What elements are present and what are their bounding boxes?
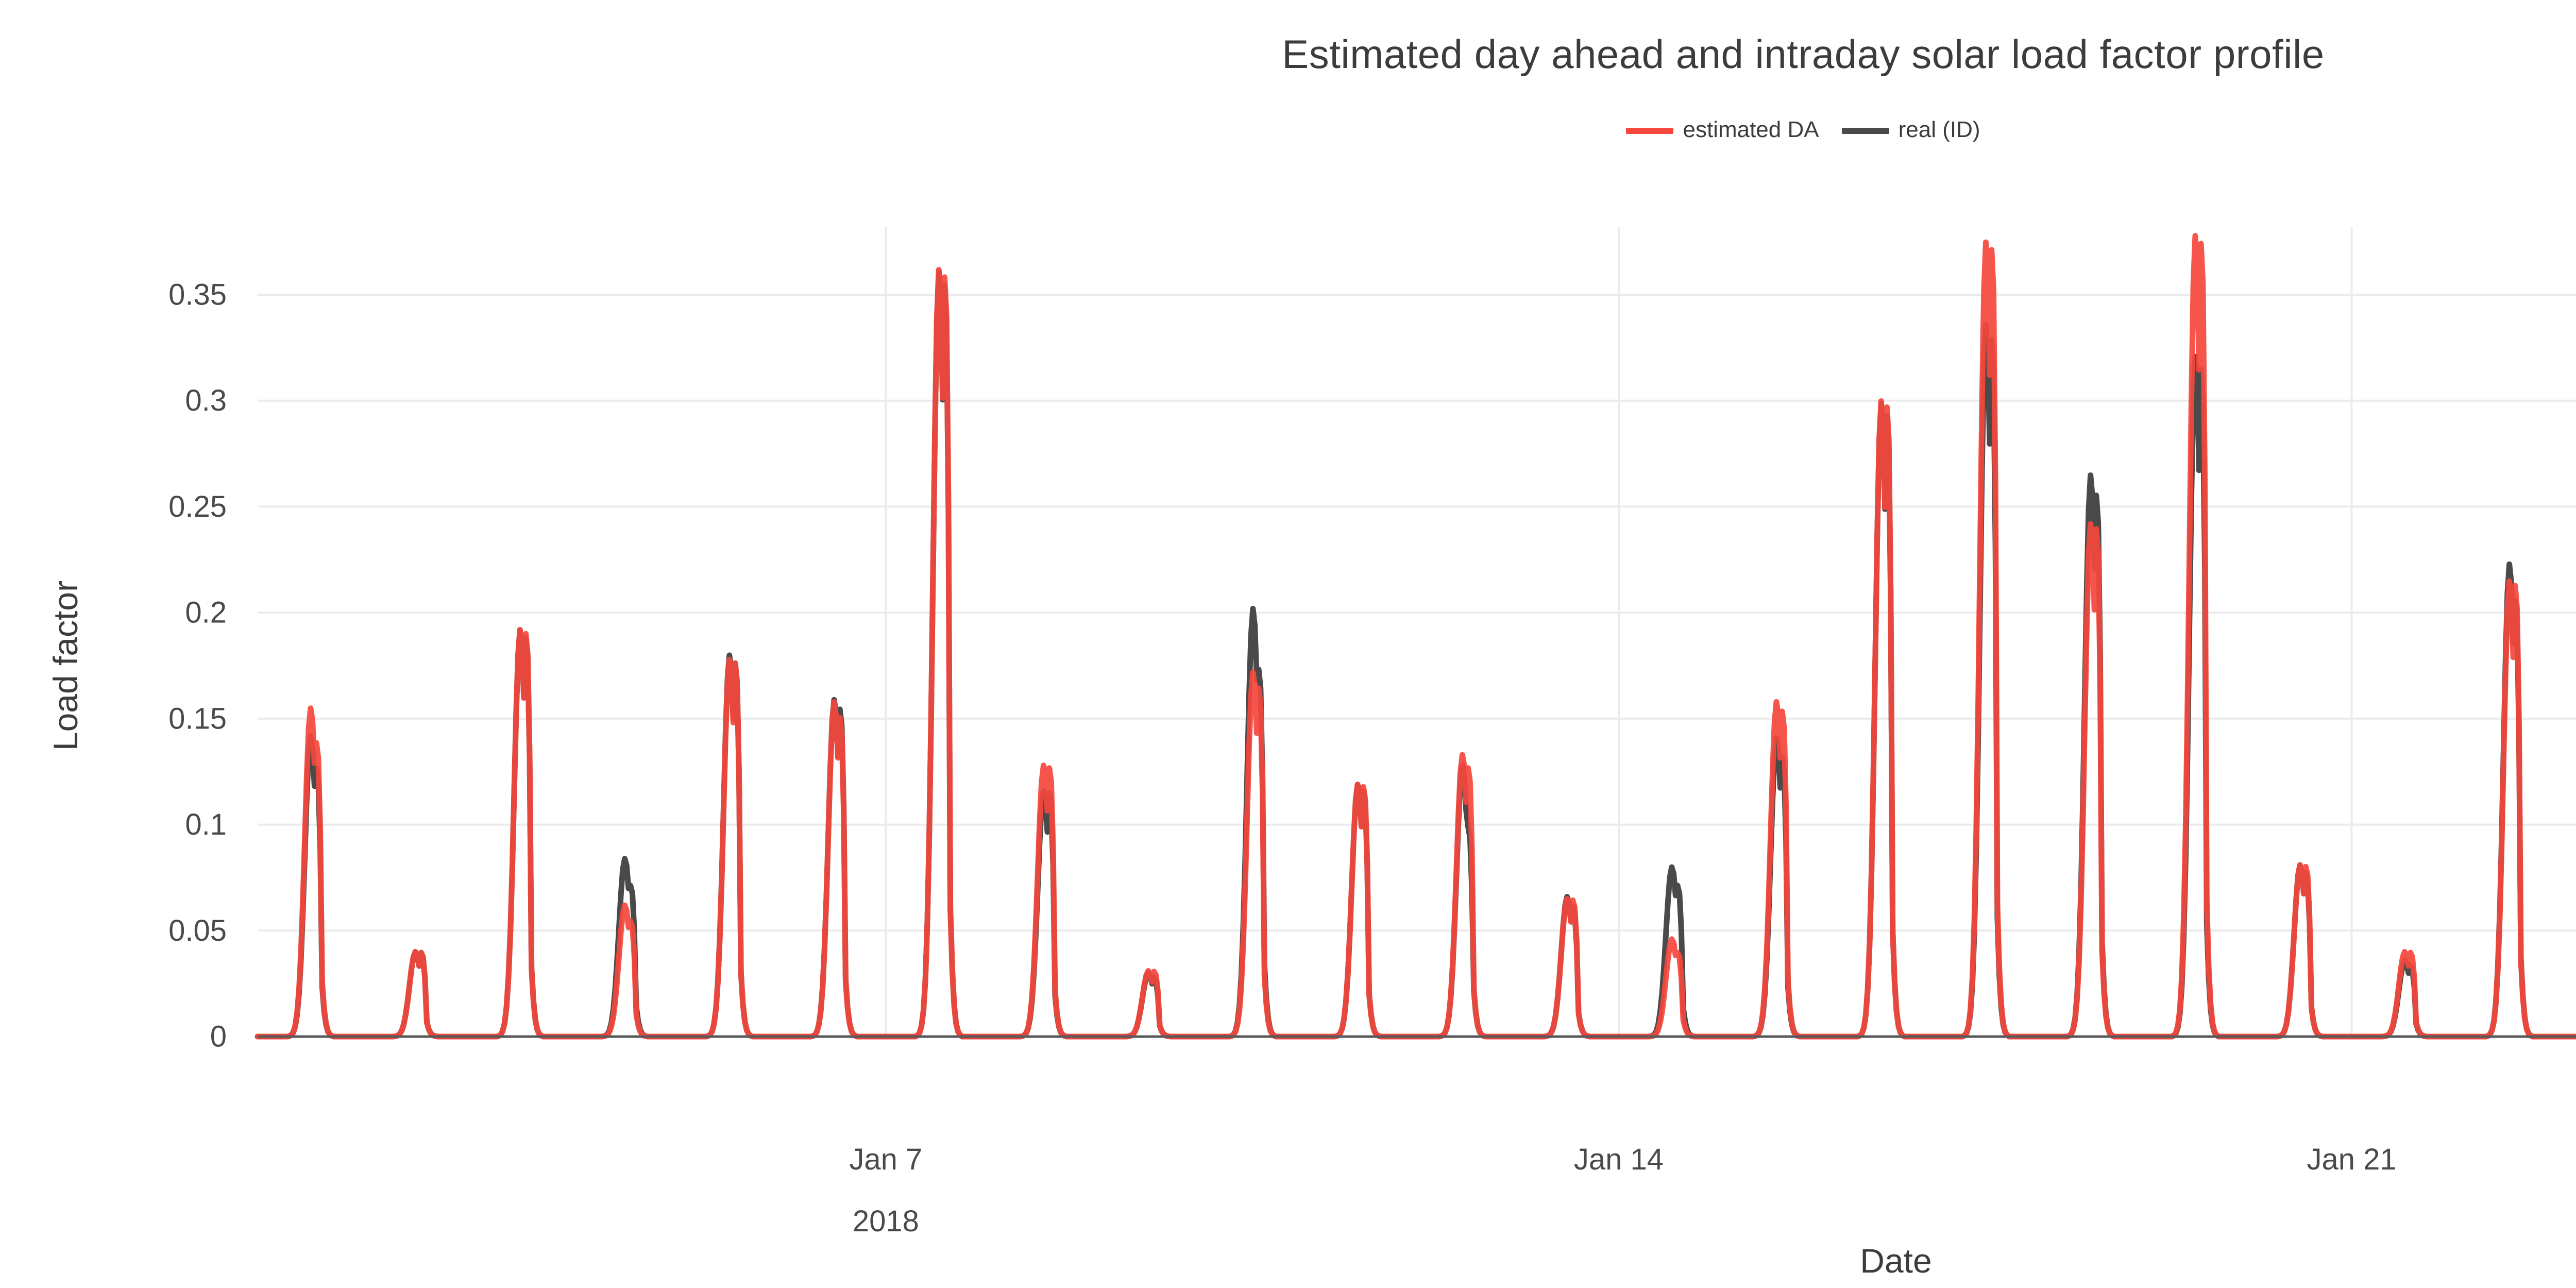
axis-titles: Date Load factor <box>46 581 1932 1280</box>
x-axis-tick-label: Jan 14 <box>1574 1143 1664 1176</box>
y-axis-tick-label: 0.3 <box>185 384 227 417</box>
x-axis-year-label: 2018 <box>853 1205 919 1238</box>
y-axis-title: Load factor <box>46 581 84 751</box>
legend-label-estimated-da: estimated DA <box>1683 117 1819 142</box>
legend-label-real-id: real (ID) <box>1898 117 1980 142</box>
x-axis-tick-label: Jan 7 <box>849 1143 922 1176</box>
x-axis-title: Date <box>1860 1242 1931 1280</box>
y-axis-tick-label: 0.05 <box>168 914 227 947</box>
legend-swatch-real-id <box>1841 128 1889 134</box>
y-axis-tick-label: 0.25 <box>168 490 227 523</box>
series-line-estimated-da <box>255 233 2576 1040</box>
legend-item-real-id[interactable]: real (ID) <box>1841 117 1980 143</box>
y-axis-tick-label: 0.1 <box>185 808 227 841</box>
y-axis-tick-label: 0 <box>210 1020 227 1054</box>
y-axis-tick-label: 0.15 <box>168 702 227 735</box>
series-line-real-id <box>255 269 2576 1040</box>
vertical-gridlines <box>885 227 2353 1037</box>
chart-legend: estimated DA real (ID) <box>0 118 2576 143</box>
y-axis-tick-labels: 0 0.05 0.1 0.15 0.2 0.25 0.3 0.35 <box>168 278 227 1054</box>
legend-item-estimated-da[interactable]: estimated DA <box>1626 118 1819 143</box>
x-axis-tick-label: Jan 21 <box>2307 1143 2396 1176</box>
y-axis-tick-label: 0.2 <box>185 596 227 630</box>
legend-swatch-estimated-da <box>1626 128 1674 134</box>
series-layer <box>255 233 2576 1040</box>
y-axis-tick-label: 0.35 <box>168 278 227 312</box>
page-title: Estimated day ahead and intraday solar l… <box>1282 31 2325 77</box>
gridlines <box>258 294 2576 932</box>
